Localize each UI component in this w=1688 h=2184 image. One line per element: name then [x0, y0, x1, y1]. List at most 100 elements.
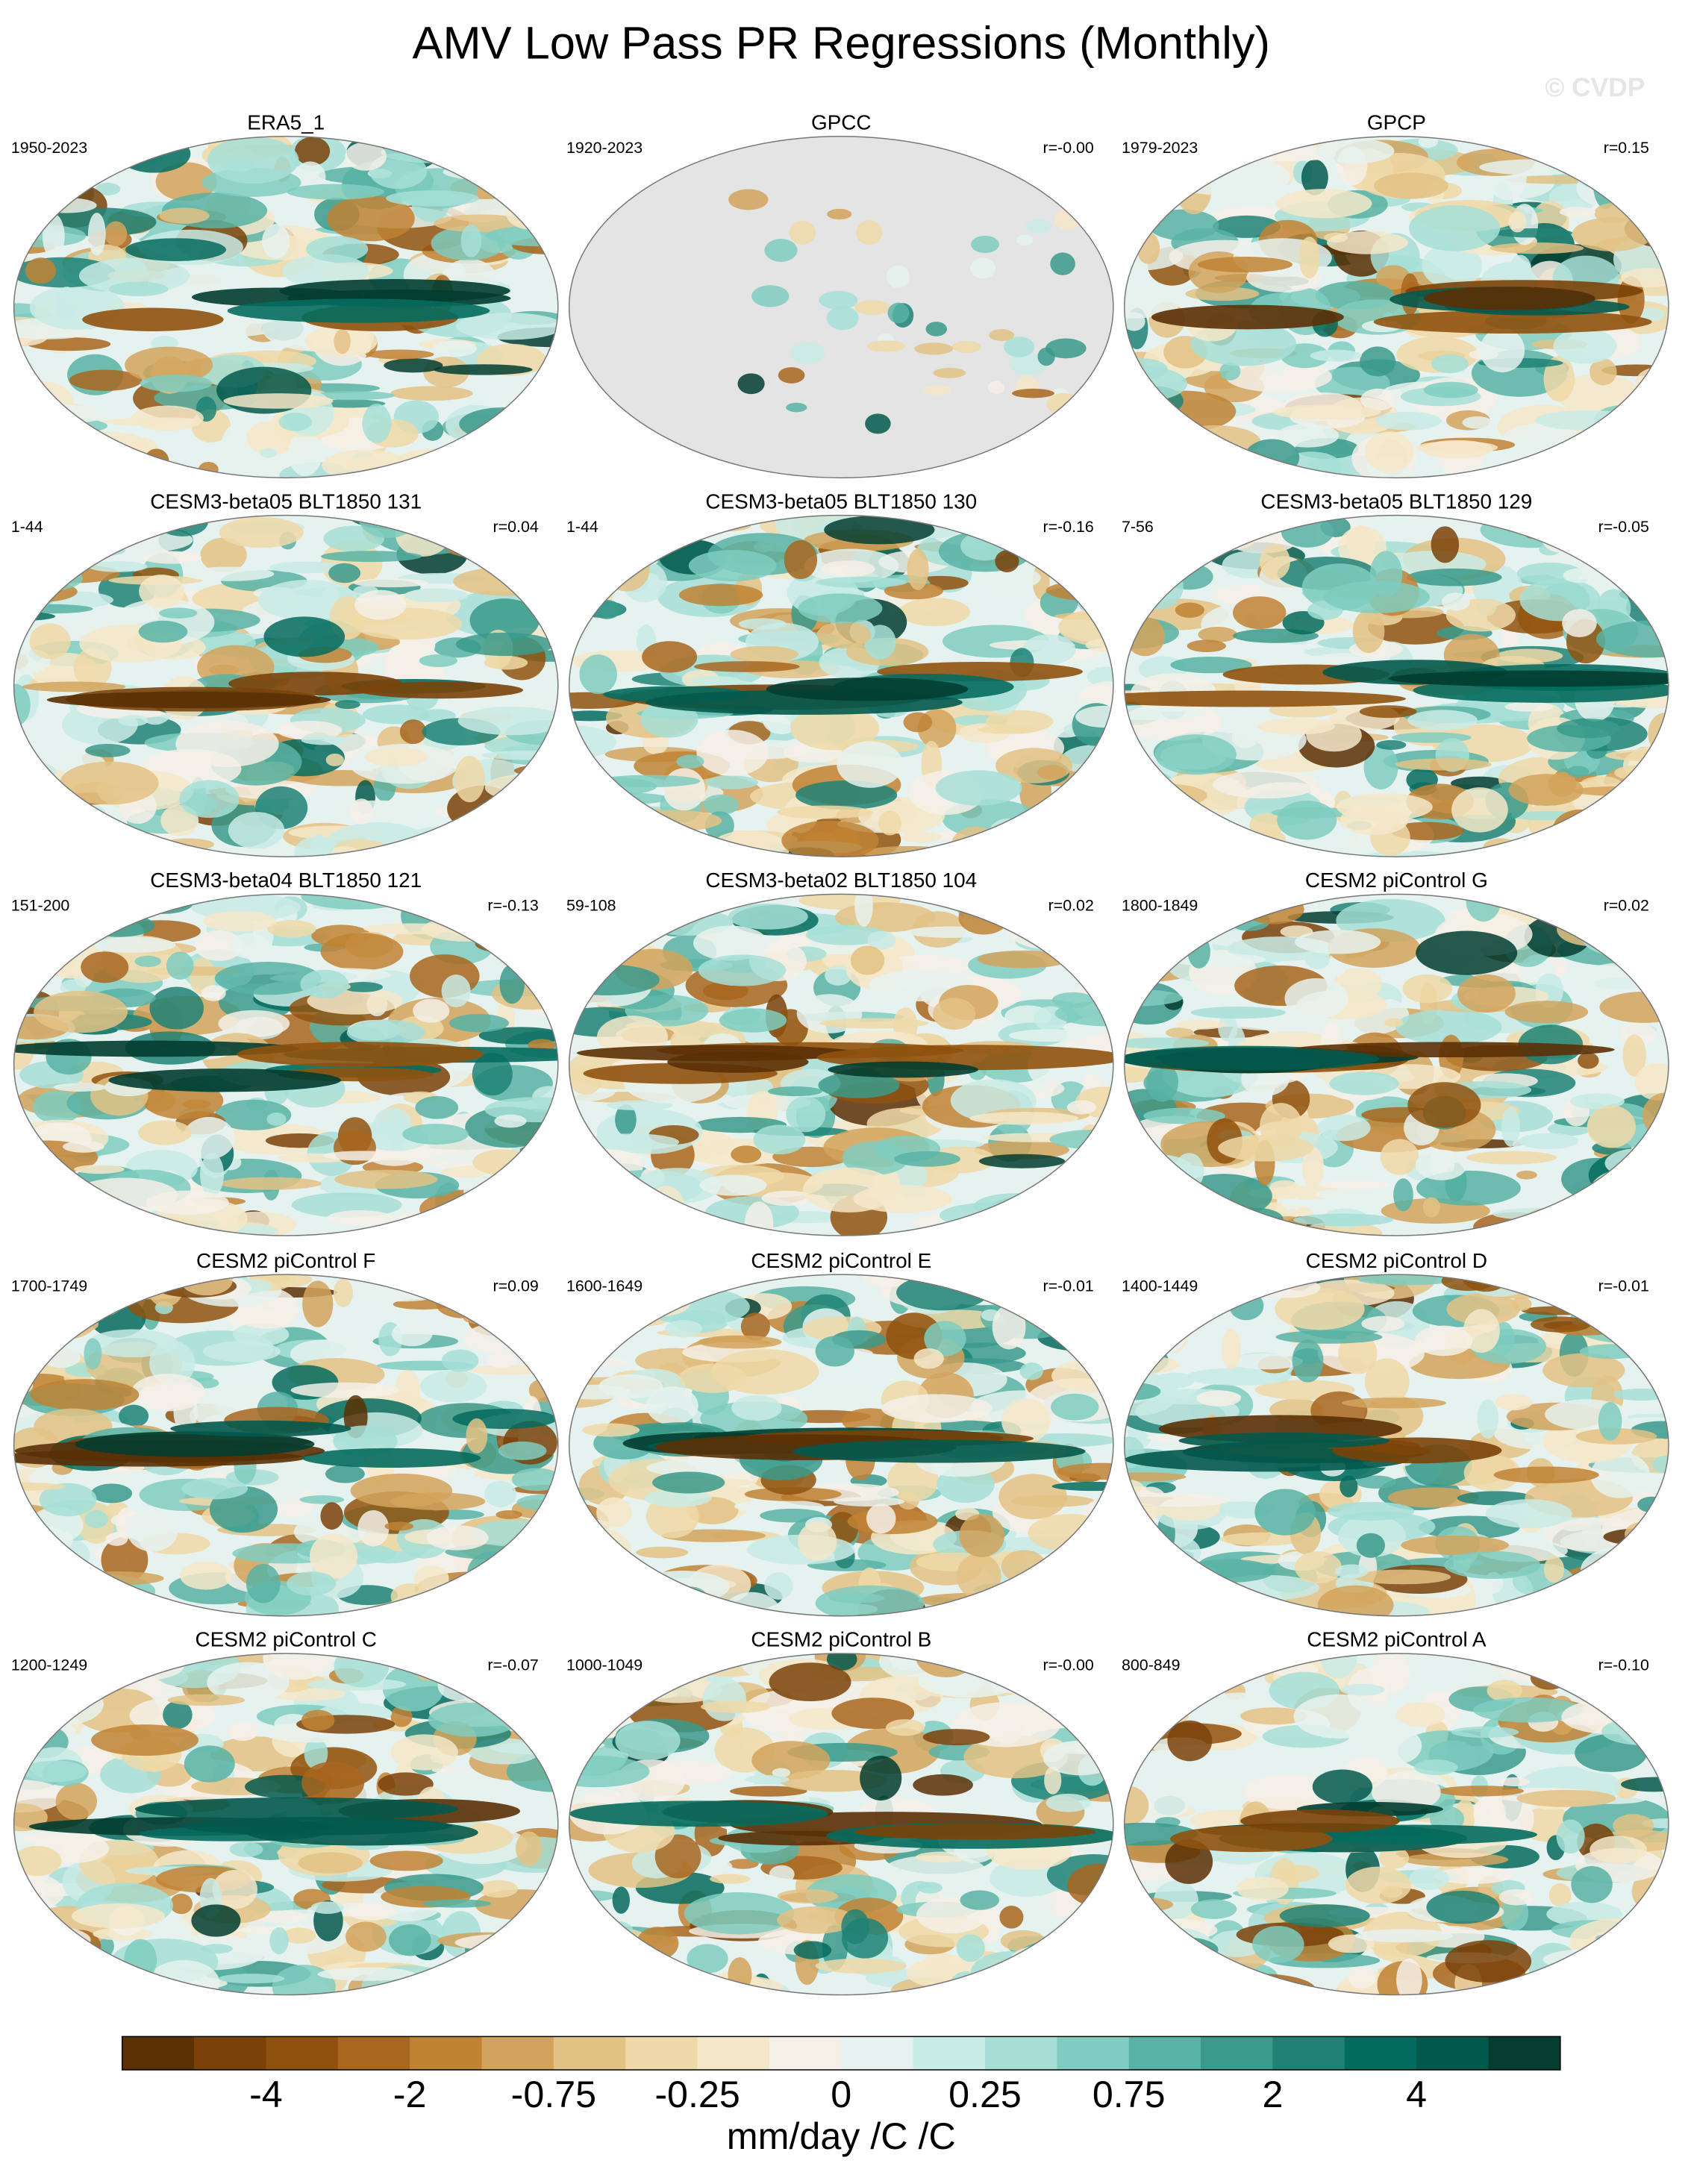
map-blob: [1128, 1494, 1230, 1507]
map-blob: [516, 1831, 543, 1866]
map-blob: [886, 1719, 925, 1736]
map-blob: [569, 1756, 650, 1788]
map-blob: [441, 974, 471, 1008]
map-blob: [1004, 337, 1035, 357]
map-blob: [629, 537, 672, 550]
map-blob: [860, 1755, 902, 1801]
map-blob: [469, 598, 540, 642]
map-blob: [419, 1587, 457, 1616]
map-blob: [200, 537, 247, 573]
map-blob: [1574, 839, 1595, 857]
map-blob: [1559, 207, 1595, 217]
map-blob: [1498, 1889, 1534, 1906]
map-blob: [1622, 1916, 1666, 1961]
map-blob: [1143, 1928, 1216, 1974]
panel-correlation: r=-0.00: [1043, 1656, 1094, 1674]
map-blob: [584, 1133, 680, 1151]
map-blob: [1636, 949, 1669, 992]
map-blob: [191, 1904, 241, 1937]
map-blob: [521, 158, 558, 185]
map-blob: [1566, 1573, 1634, 1586]
map-blob: [604, 515, 669, 534]
map-blob: [730, 1786, 807, 1797]
map-blob: [1555, 374, 1641, 415]
map-blob: [69, 369, 143, 391]
map-blob: [218, 1974, 285, 1984]
map-blob: [148, 845, 201, 857]
panel-correlation: r=-0.01: [1043, 1277, 1094, 1295]
map-blob: [1191, 443, 1209, 478]
map-blob: [194, 930, 244, 961]
map-blob: [1648, 713, 1669, 755]
panel-title: GPCP: [1367, 110, 1426, 134]
colorbar-box: [410, 2036, 483, 2071]
map-blob: [309, 1533, 358, 1579]
panel-title: CESM3-beta05 BLT1850 131: [150, 489, 422, 513]
map-blob: [1653, 1962, 1669, 1990]
map-blob: [263, 1653, 333, 1680]
map-blob: [454, 1963, 542, 1977]
map-blob: [1504, 701, 1554, 712]
map-blob: [764, 239, 798, 262]
map-blob: [387, 1219, 478, 1236]
panel-period: 7-56: [1122, 518, 1154, 536]
map-blob: [1074, 574, 1113, 615]
map-blob: [1415, 1149, 1468, 1180]
map-blob: [1518, 1133, 1579, 1150]
map-blob: [84, 1509, 108, 1529]
map-blob: [1407, 1082, 1481, 1128]
map-blob: [789, 220, 816, 245]
map-blob: [990, 1859, 1066, 1897]
map-blob: [569, 914, 624, 954]
map-blob: [1563, 568, 1600, 583]
map-blob: [13, 1201, 49, 1211]
map-blob: [615, 1721, 681, 1761]
map-blob: [769, 1662, 851, 1702]
map-blob: [595, 1185, 651, 1230]
map-blob: [13, 1377, 34, 1395]
map-blob: [163, 1700, 193, 1730]
map-blob: [540, 600, 558, 609]
map-blob: [1272, 404, 1381, 420]
map-blob: [138, 1120, 193, 1145]
map-blob: [1376, 739, 1407, 750]
map-blob: [917, 1882, 943, 1894]
map-field: [569, 1653, 1113, 1995]
map-blob: [1036, 1221, 1095, 1236]
map-blob: [569, 929, 597, 962]
map-blob: [947, 1971, 984, 1995]
map-blob: [1179, 532, 1198, 571]
map-blob: [1124, 542, 1193, 557]
map-blob: [1277, 800, 1337, 840]
map-blob: [1126, 1933, 1163, 1971]
map-blob: [1301, 1146, 1325, 1189]
map-blob: [415, 1095, 459, 1119]
map-blob: [46, 843, 87, 854]
map-panel: CESM3-beta04 BLT1850 121 151-200 r=-0.13: [11, 869, 559, 1236]
map-blob: [1124, 286, 1181, 319]
map-blob: [422, 1899, 492, 1908]
map-blob: [304, 1737, 328, 1770]
map-blob: [761, 1190, 813, 1206]
colorbar-box: [1128, 2036, 1201, 2071]
map-blob: [1133, 1928, 1179, 1974]
panel-correlation: r=-0.13: [487, 897, 538, 915]
colorbar-box: [625, 2036, 698, 2071]
map-blob: [1601, 1685, 1669, 1706]
panel-period: 1950-2023: [11, 139, 87, 157]
map-blob: [466, 1418, 488, 1454]
map-blob: [1075, 705, 1113, 728]
equatorial-band: [13, 1040, 300, 1057]
map-blob: [981, 566, 1041, 589]
map-blob: [601, 1318, 632, 1334]
map-blob: [1124, 1147, 1148, 1163]
map-blob: [866, 1504, 896, 1534]
map-blob: [1021, 1218, 1063, 1236]
map-blob: [569, 1673, 625, 1703]
map-blob: [1360, 346, 1396, 377]
map-blob: [1354, 1569, 1451, 1585]
map-blob: [669, 515, 690, 536]
map-blob: [1223, 1207, 1284, 1231]
map-blob: [33, 1671, 99, 1709]
map-blob: [1409, 1867, 1449, 1890]
